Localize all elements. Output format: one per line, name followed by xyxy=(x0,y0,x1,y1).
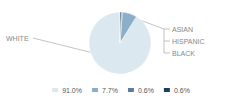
svg-text:91.0%: 91.0% xyxy=(62,87,82,94)
svg-text:HISPANIC: HISPANIC xyxy=(172,38,205,45)
svg-text:WHITE: WHITE xyxy=(6,35,29,42)
svg-text:7.7%: 7.7% xyxy=(102,87,118,94)
svg-text:ASIAN: ASIAN xyxy=(172,26,193,33)
svg-text:BLACK: BLACK xyxy=(172,50,195,57)
svg-text:0.6%: 0.6% xyxy=(138,87,154,94)
svg-text:0.6%: 0.6% xyxy=(174,87,190,94)
